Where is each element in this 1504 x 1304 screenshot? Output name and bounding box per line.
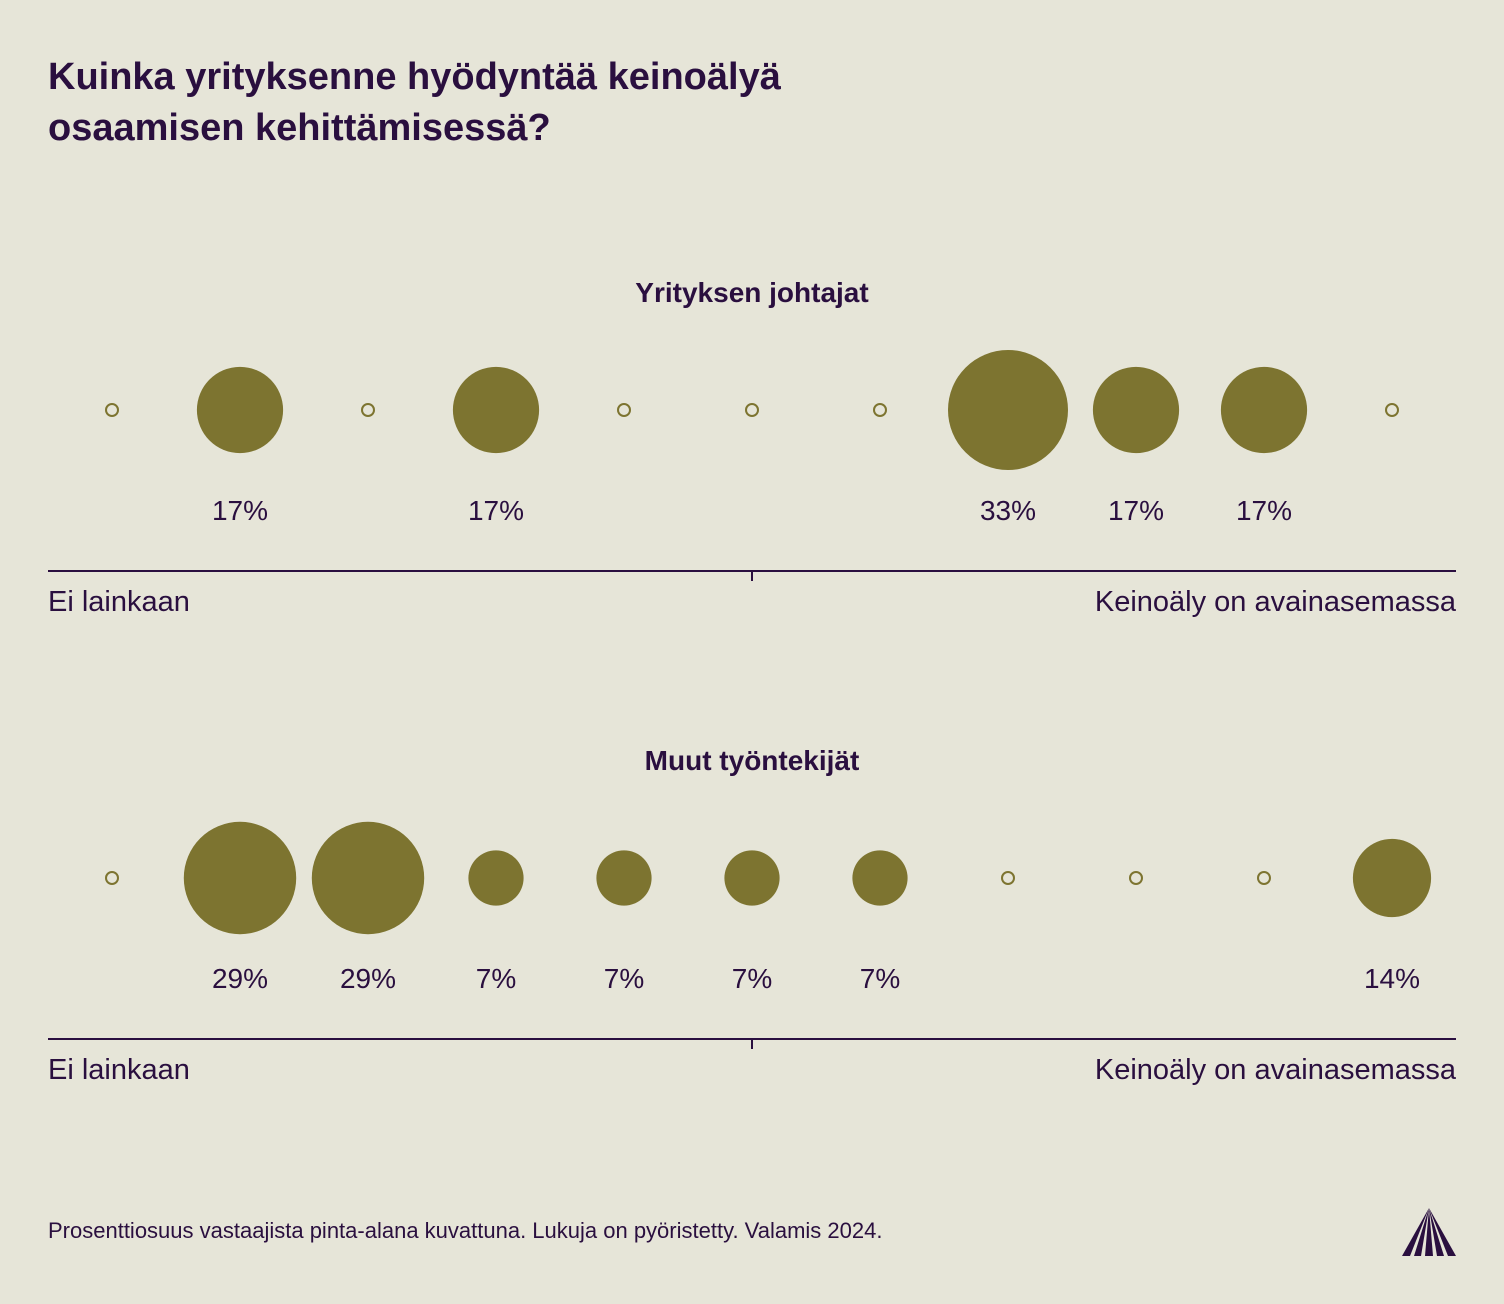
axis-right-label-2: Keinoäly on avainasemassa <box>1095 1054 1457 1086</box>
value-label-1-4: 17% <box>468 495 524 526</box>
bubble-2-7 <box>852 850 908 906</box>
empty-point-2-1 <box>105 871 119 885</box>
empty-point-1-11 <box>1385 403 1399 417</box>
value-label-2-3: 29% <box>340 963 396 994</box>
bubble-2-6 <box>724 850 780 906</box>
value-label-2-6: 7% <box>732 963 772 994</box>
empty-point-2-8 <box>1001 871 1015 885</box>
empty-point-1-6 <box>745 403 759 417</box>
empty-point-1-7 <box>873 403 887 417</box>
axis-left-label-2: Ei lainkaan <box>48 1054 190 1086</box>
bubble-1-4 <box>452 366 540 454</box>
bubble-2-3 <box>311 821 425 935</box>
axis-left-label-1: Ei lainkaan <box>48 586 190 618</box>
empty-point-1-1 <box>105 403 119 417</box>
panel-title-1: Yrityksen johtajat <box>635 277 868 308</box>
page-title: Kuinka yrityksenne hyödyntää keinoälyä o… <box>48 52 948 154</box>
title-line-1: Kuinka yrityksenne hyödyntää keinoälyä <box>48 56 781 98</box>
value-label-2-11: 14% <box>1364 963 1420 994</box>
value-label-1-9: 17% <box>1108 495 1164 526</box>
bubble-2-5 <box>596 850 652 906</box>
panel-title-2: Muut työntekijät <box>645 745 860 776</box>
bubble-1-10 <box>1220 366 1308 454</box>
value-label-2-4: 7% <box>476 963 516 994</box>
value-label-1-2: 17% <box>212 495 268 526</box>
footnote: Prosenttiosuus vastaajista pinta-alana k… <box>48 1218 883 1243</box>
bubble-1-2 <box>196 366 284 454</box>
value-label-2-5: 7% <box>604 963 644 994</box>
bubble-1-9 <box>1092 366 1180 454</box>
axis-right-label-1: Keinoäly on avainasemassa <box>1095 586 1457 618</box>
valamis-logo-icon <box>1402 1208 1456 1256</box>
value-label-2-2: 29% <box>212 963 268 994</box>
bubble-2-2 <box>183 821 297 935</box>
empty-point-1-5 <box>617 403 631 417</box>
value-label-1-10: 17% <box>1236 495 1292 526</box>
bubble-1-8 <box>948 350 1068 470</box>
empty-point-2-10 <box>1257 871 1271 885</box>
title-line-2: osaamisen kehittämisessä? <box>48 107 551 149</box>
value-label-1-8: 33% <box>980 495 1036 526</box>
bubble-2-4 <box>468 850 524 906</box>
bubble-2-11 <box>1352 838 1432 918</box>
value-label-2-7: 7% <box>860 963 900 994</box>
empty-point-1-3 <box>361 403 375 417</box>
empty-point-2-9 <box>1129 871 1143 885</box>
